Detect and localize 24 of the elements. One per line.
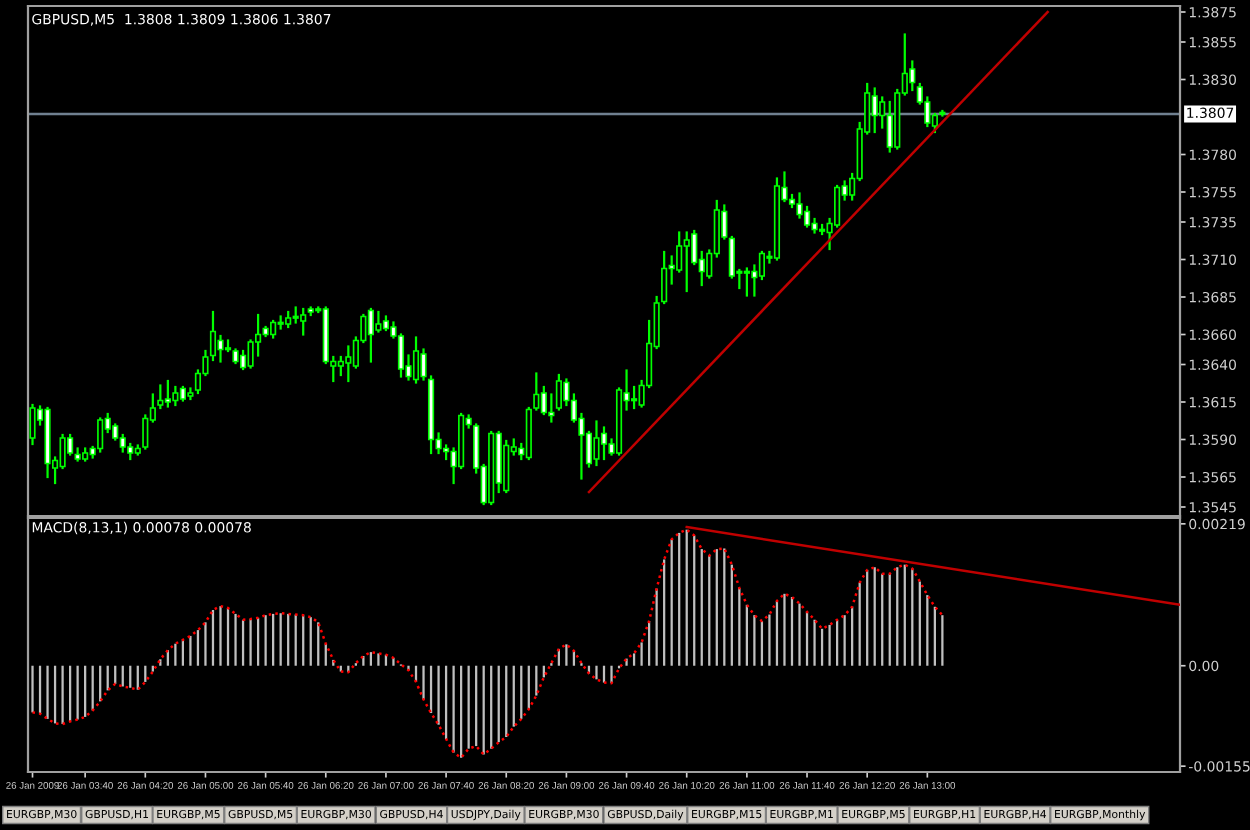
candlestick [743,267,750,297]
candlestick [555,373,562,411]
candlestick [97,417,104,453]
candlestick [503,439,510,494]
candlestick [164,379,171,408]
candlestick [300,307,307,336]
candlestick [172,385,179,407]
candlestick [600,426,608,461]
candlestick [142,414,149,450]
candlestick [375,310,382,333]
candlestick [59,433,66,470]
candlestick [886,100,893,153]
candlestick [593,420,600,467]
candlestick [292,306,299,324]
candlestick [217,334,224,363]
candlestick [367,307,374,363]
candlestick [412,336,420,384]
candlestick [630,385,638,410]
candlestick [871,87,878,134]
candlestick [345,345,352,383]
candlestick [540,385,547,416]
candlestick [548,393,555,423]
candlestick [683,231,690,293]
candlestick [29,403,36,446]
